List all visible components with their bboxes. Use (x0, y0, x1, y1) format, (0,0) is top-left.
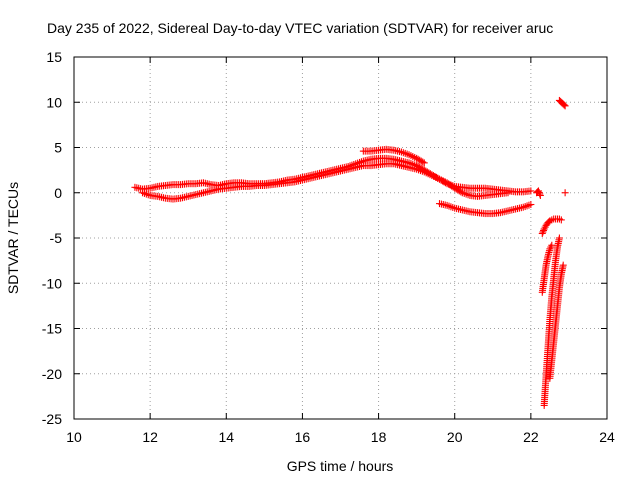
y-tick-label: -15 (42, 321, 62, 337)
x-tick-label: 14 (218, 429, 234, 445)
chart-title: Day 235 of 2022, Sidereal Day-to-day VTE… (47, 20, 553, 36)
data-point (559, 261, 567, 269)
x-tick-label: 18 (371, 429, 387, 445)
data-point (555, 234, 563, 242)
data-point (538, 229, 546, 237)
y-tick-label: 10 (46, 94, 62, 110)
x-tick-label: 24 (599, 429, 615, 445)
series (546, 261, 567, 382)
data-point (540, 226, 548, 234)
data-point (561, 189, 569, 197)
data-point (527, 201, 535, 209)
y-tick-label: -5 (50, 230, 63, 246)
series (561, 189, 569, 197)
x-tick-label: 20 (447, 429, 463, 445)
y-tick-label: -10 (42, 275, 62, 291)
x-axis-label: GPS time / hours (287, 458, 394, 474)
y-tick-label: 0 (54, 185, 62, 201)
data-point (557, 216, 565, 224)
series (540, 234, 563, 409)
series (538, 215, 565, 237)
grid-lines (74, 57, 607, 419)
data-point (504, 189, 512, 197)
data-point (457, 188, 465, 196)
plot-frame (73, 56, 608, 420)
x-tick-label: 10 (66, 429, 82, 445)
series (555, 96, 569, 110)
data-point (560, 101, 568, 109)
data-point (527, 187, 535, 195)
axis-ticks (73, 56, 608, 420)
x-tick-label: 12 (142, 429, 158, 445)
data-point (536, 190, 544, 198)
y-tick-label: -25 (42, 411, 62, 427)
x-tick-label: 22 (523, 429, 539, 445)
y-tick-label: -20 (42, 366, 62, 382)
y-tick-label: 15 (46, 49, 62, 65)
x-tick-labels: 10 12 14 16 18 20 22 24 (66, 429, 615, 445)
series (538, 241, 556, 296)
data-point (539, 228, 547, 236)
data-point (420, 159, 428, 167)
data-point (561, 102, 569, 110)
y-tick-labels: 15 10 5 0 -5 -10 -15 -20 -25 (42, 49, 62, 427)
data-point (419, 158, 427, 166)
data-point (534, 187, 542, 195)
y-axis-label: SDTVAR / TECUs (5, 182, 21, 294)
data-points (131, 96, 569, 409)
series (533, 187, 544, 199)
y-tick-label: 5 (54, 140, 62, 156)
data-point (535, 188, 543, 196)
x-tick-label: 16 (295, 429, 311, 445)
series (359, 145, 428, 167)
data-point (536, 191, 544, 199)
series (139, 160, 512, 203)
data-point (548, 241, 556, 249)
series (435, 200, 535, 218)
